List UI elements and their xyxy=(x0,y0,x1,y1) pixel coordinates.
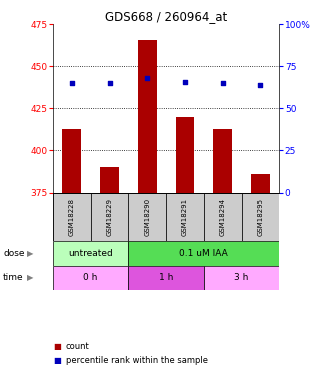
Bar xyxy=(138,39,157,192)
Point xyxy=(145,75,150,81)
Text: percentile rank within the sample: percentile rank within the sample xyxy=(66,356,208,365)
Text: 3 h: 3 h xyxy=(234,273,249,282)
Point xyxy=(220,80,225,86)
Point xyxy=(182,78,187,84)
Bar xyxy=(204,266,279,290)
Text: dose: dose xyxy=(3,249,25,258)
Text: ■: ■ xyxy=(53,342,61,351)
Bar xyxy=(213,129,232,192)
Text: time: time xyxy=(3,273,24,282)
Bar xyxy=(251,174,270,192)
Text: GSM18294: GSM18294 xyxy=(220,198,226,236)
Text: GSM18291: GSM18291 xyxy=(182,198,188,236)
Text: ■: ■ xyxy=(53,356,61,365)
Text: untreated: untreated xyxy=(68,249,113,258)
Text: count: count xyxy=(66,342,90,351)
Text: ▶: ▶ xyxy=(27,273,34,282)
Text: 0 h: 0 h xyxy=(83,273,98,282)
Bar xyxy=(128,241,279,266)
Text: 0.1 uM IAA: 0.1 uM IAA xyxy=(179,249,228,258)
Point xyxy=(69,80,74,86)
Point xyxy=(258,82,263,88)
Title: GDS668 / 260964_at: GDS668 / 260964_at xyxy=(105,10,227,23)
Bar xyxy=(62,129,81,192)
Text: GSM18290: GSM18290 xyxy=(144,198,150,236)
Bar xyxy=(100,167,119,192)
Bar xyxy=(166,192,204,241)
Bar xyxy=(128,266,204,290)
Bar xyxy=(241,192,279,241)
Text: GSM18295: GSM18295 xyxy=(257,198,264,236)
Bar xyxy=(53,241,128,266)
Point xyxy=(107,80,112,86)
Text: 1 h: 1 h xyxy=(159,273,173,282)
Text: GSM18228: GSM18228 xyxy=(69,198,75,236)
Text: ▶: ▶ xyxy=(27,249,34,258)
Bar xyxy=(204,192,241,241)
Bar xyxy=(53,266,128,290)
Bar xyxy=(91,192,128,241)
Text: GSM18229: GSM18229 xyxy=(107,198,113,236)
Bar xyxy=(53,192,91,241)
Bar xyxy=(176,117,195,192)
Bar xyxy=(128,192,166,241)
